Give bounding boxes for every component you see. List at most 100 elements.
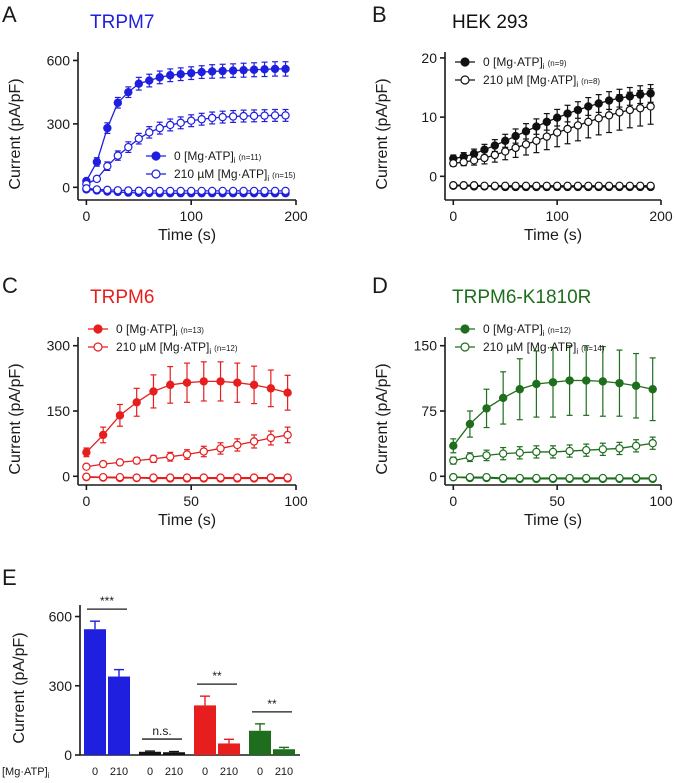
data-point xyxy=(465,472,475,482)
data-point xyxy=(584,181,593,190)
data-point xyxy=(249,437,259,446)
panel-a: A TRPM7 0 100 200 0 300 600 Time (s) Current (pA/… xyxy=(2,2,308,244)
legend-marker xyxy=(460,324,470,334)
data-point xyxy=(521,181,531,190)
data-point xyxy=(233,473,242,482)
data-point xyxy=(260,111,269,120)
data-point xyxy=(218,112,227,122)
data-point xyxy=(249,380,259,390)
data-point xyxy=(166,186,175,196)
data-point xyxy=(82,184,91,193)
legend-marker xyxy=(151,169,161,179)
data-point xyxy=(149,454,158,464)
data-point xyxy=(239,111,248,121)
series-1 xyxy=(82,108,290,189)
data-point xyxy=(239,65,248,75)
y-tick-label: 300 xyxy=(47,116,71,132)
data-point xyxy=(646,181,655,190)
x-tick-label: 100 xyxy=(649,493,673,509)
data-point xyxy=(218,66,227,76)
data-point xyxy=(113,186,123,195)
data-point xyxy=(563,181,572,190)
data-point xyxy=(182,450,192,459)
data-point xyxy=(532,447,541,457)
series-0 xyxy=(82,61,290,186)
legend: 0 [Mg·ATP]i (n=12)210 µM [Mg·ATP]i (n=14) xyxy=(455,322,605,356)
y-tick-label: 20 xyxy=(421,50,437,66)
data-point xyxy=(197,115,206,124)
category-label: 210 xyxy=(110,766,128,778)
y-axis-label: Current (pA/pF) xyxy=(7,363,24,474)
y-axis-label: Current (pA/pF) xyxy=(374,363,391,474)
data-point xyxy=(565,473,574,483)
data-point xyxy=(113,151,123,160)
series-0 xyxy=(82,361,292,458)
data-point xyxy=(186,116,196,125)
data-point xyxy=(98,459,108,469)
panel-b: B HEK 293 0 100 200 0 10 20 Time (s) Current (pA/… xyxy=(372,2,673,244)
data-point xyxy=(134,186,143,195)
data-point xyxy=(82,472,91,481)
data-point xyxy=(228,112,238,121)
legend-name: 210 µM [Mg·ATP] xyxy=(483,73,576,87)
data-point xyxy=(646,102,655,111)
data-point xyxy=(145,128,154,137)
y-axis-label: Current (pA/pF) xyxy=(7,78,24,189)
data-point xyxy=(182,378,192,387)
category-label: 210 xyxy=(275,766,293,778)
data-point xyxy=(98,430,108,440)
y-tick-label: 300 xyxy=(49,678,73,694)
row-label-text: [Mg·ATP] xyxy=(2,766,48,778)
legend-n: (n=12) xyxy=(214,344,238,353)
data-point xyxy=(625,181,635,190)
data-point xyxy=(103,123,112,133)
data-point xyxy=(155,186,164,196)
data-point xyxy=(515,385,524,394)
data-point xyxy=(92,185,102,194)
data-point xyxy=(134,134,143,143)
data-point xyxy=(449,180,458,190)
data-point xyxy=(199,473,208,482)
data-point xyxy=(482,404,491,413)
data-point xyxy=(498,393,508,403)
data-point xyxy=(648,385,657,394)
legend-label: 210 µM [Mg·ATP]i (n=14) xyxy=(483,340,605,356)
data-point xyxy=(207,113,217,123)
legend-label: 210 µM [Mg·ATP]i (n=8) xyxy=(483,73,600,89)
legend-marker xyxy=(460,57,470,67)
category-label: 0 xyxy=(202,766,208,778)
data-point xyxy=(207,67,217,76)
data-point xyxy=(615,108,624,117)
panel-title: HEK 293 xyxy=(452,12,528,33)
data-point xyxy=(166,380,175,390)
data-point xyxy=(166,120,175,130)
data-point xyxy=(132,456,141,465)
data-point xyxy=(92,174,102,184)
data-point xyxy=(490,150,500,160)
data-point xyxy=(565,376,574,385)
x-tick-label: 100 xyxy=(284,493,308,509)
data-point xyxy=(573,181,583,190)
axes xyxy=(444,52,661,201)
y-axis-label: Current (pA/pF) xyxy=(374,78,391,189)
data-point xyxy=(548,447,558,457)
data-point xyxy=(449,159,458,168)
data-point xyxy=(92,157,102,167)
y-tick-label: 0 xyxy=(429,168,437,184)
data-point xyxy=(82,448,91,457)
data-point xyxy=(166,452,175,461)
data-point xyxy=(216,377,225,386)
data-point xyxy=(216,444,225,453)
data-point xyxy=(199,377,208,386)
data-point xyxy=(648,439,657,448)
x-tick-label: 100 xyxy=(545,208,569,224)
legend-marker xyxy=(460,75,470,85)
data-point xyxy=(490,181,500,190)
bar xyxy=(249,730,271,755)
data-point xyxy=(176,186,185,196)
x-axis-label: Time (s) xyxy=(158,227,216,244)
data-point xyxy=(598,377,608,386)
data-point xyxy=(480,153,489,163)
data-point xyxy=(552,181,562,190)
data-point xyxy=(155,123,164,133)
